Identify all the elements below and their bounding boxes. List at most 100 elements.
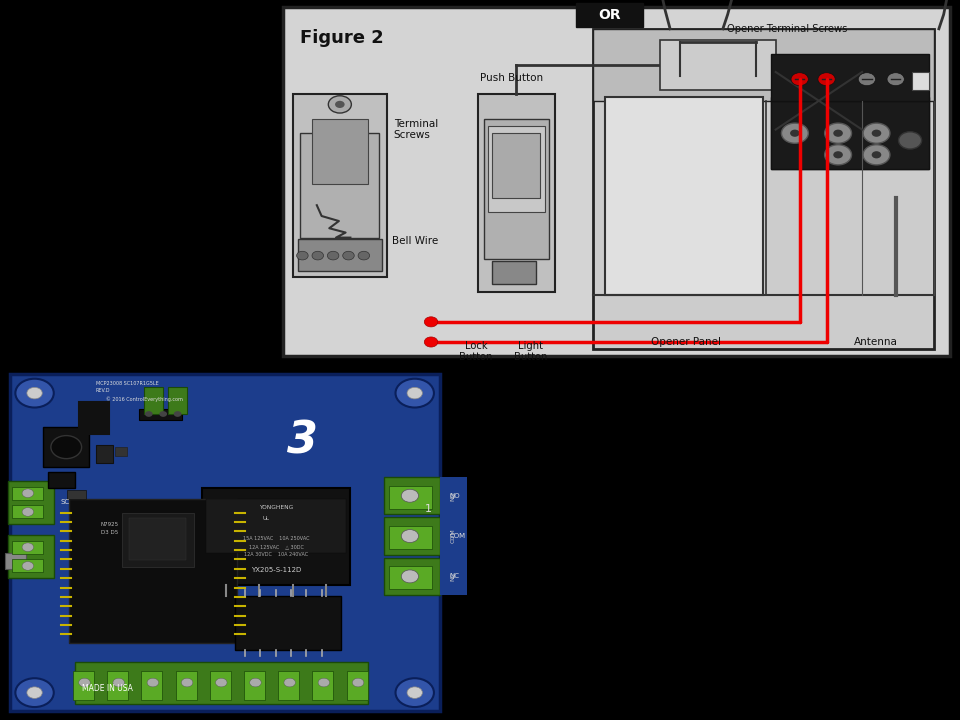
Bar [5,553,26,569]
Text: NC: NC [449,573,459,580]
Bar [593,29,934,349]
Circle shape [335,101,345,108]
Circle shape [51,436,82,459]
Text: Figure 2: Figure 2 [300,29,383,47]
Circle shape [22,543,34,552]
Bar [12,559,43,572]
Circle shape [818,73,835,86]
Circle shape [343,251,354,260]
Circle shape [791,73,808,86]
Bar [488,126,545,212]
Circle shape [872,151,881,158]
Circle shape [215,678,227,687]
Bar [141,671,162,700]
Bar [69,499,237,643]
Bar [278,671,300,700]
Bar [139,409,182,420]
Bar [312,671,333,700]
Circle shape [327,251,339,260]
Bar [384,477,440,515]
Text: Terminal
Screws: Terminal Screws [394,119,438,140]
Circle shape [145,411,153,417]
Bar [492,261,536,284]
Circle shape [781,123,808,143]
Circle shape [22,489,34,498]
Bar [605,97,763,295]
Circle shape [401,530,419,543]
Bar [168,387,187,414]
Bar [912,72,929,90]
Bar [771,54,929,101]
Circle shape [79,678,90,687]
Text: 12A 30VDC    10A 240VAC: 12A 30VDC 10A 240VAC [244,552,308,557]
Text: Opener Panel: Opener Panel [652,337,721,347]
Circle shape [27,687,42,698]
Bar [389,526,432,549]
Text: Light
Button: Light Button [515,341,547,362]
Bar [75,662,368,704]
Bar [122,513,194,567]
Bar [244,671,265,700]
Text: MCP23008 SC107R1G5LE: MCP23008 SC107R1G5LE [96,382,158,386]
Bar [67,490,86,499]
Circle shape [22,562,34,570]
Circle shape [113,678,125,687]
Bar [389,486,432,509]
Bar [206,499,346,553]
Circle shape [312,251,324,260]
Text: 15A 125VAC    10A 250VAC: 15A 125VAC 10A 250VAC [243,536,309,541]
Bar [283,7,950,356]
Bar [389,567,432,590]
Bar [478,94,555,292]
Text: MADE IN USA: MADE IN USA [82,684,132,693]
Circle shape [250,678,261,687]
Bar [576,3,643,27]
Bar [293,94,387,277]
Bar [73,671,94,700]
Circle shape [863,123,890,143]
Circle shape [318,678,329,687]
Circle shape [297,251,308,260]
Circle shape [899,132,922,149]
Bar [43,427,89,467]
Circle shape [396,379,434,408]
Circle shape [147,678,158,687]
Bar [129,518,186,560]
Circle shape [181,678,193,687]
Circle shape [833,151,843,158]
Circle shape [396,678,434,707]
Circle shape [424,317,438,327]
Text: © 2016 ControlEverything.com: © 2016 ControlEverything.com [106,397,182,402]
Bar [144,387,163,414]
Bar [771,97,929,169]
Circle shape [790,130,800,137]
Circle shape [159,411,167,417]
Bar [312,119,368,184]
Circle shape [858,73,876,86]
Bar [347,671,368,700]
Bar [384,558,440,595]
Text: Lock
Button: Lock Button [460,341,492,362]
Circle shape [15,379,54,408]
Circle shape [887,73,904,86]
Bar [8,481,54,524]
Circle shape [358,251,370,260]
Bar [10,374,440,711]
Bar [384,518,440,555]
Bar [176,671,197,700]
Text: YONGHENG: YONGHENG [259,505,293,510]
Text: NC: NC [450,572,456,581]
Text: REV.D: REV.D [96,389,110,393]
Circle shape [401,490,419,503]
Text: NO: NO [450,491,456,500]
Bar [12,487,43,500]
Text: D3 D5: D3 D5 [101,531,118,535]
Bar [492,133,540,198]
Bar [79,402,109,434]
Bar [771,101,929,169]
Bar [440,477,467,595]
Circle shape [22,508,34,516]
Circle shape [833,130,843,137]
Circle shape [825,123,852,143]
Bar [209,671,230,700]
